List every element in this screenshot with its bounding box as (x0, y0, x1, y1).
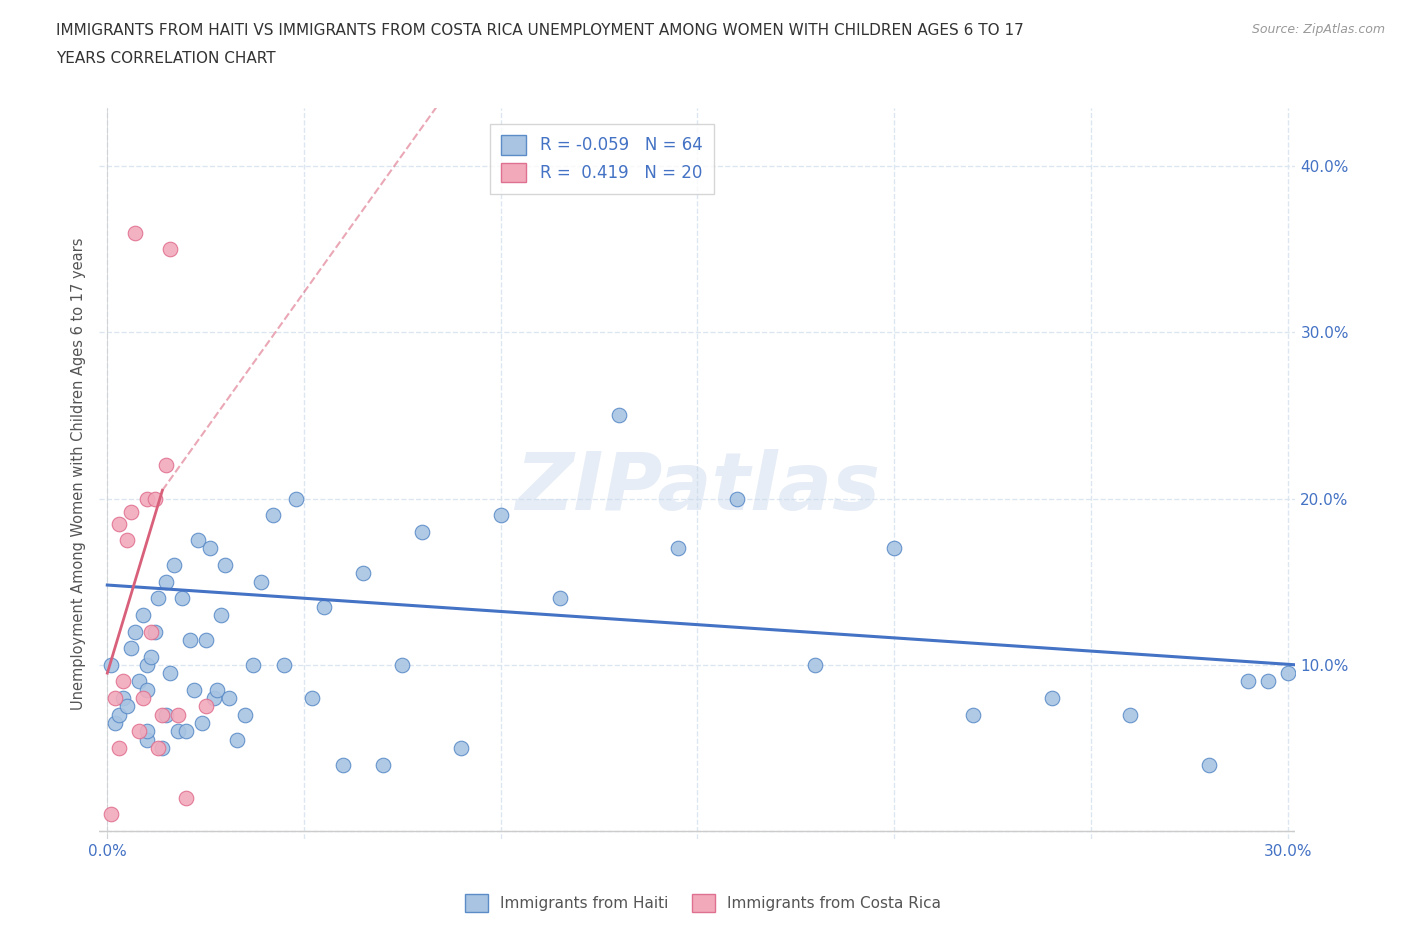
Point (167, 724, 190, 738)
Point (233, 707, 256, 722)
Point (100, 807, 122, 822)
Point (226, 732, 249, 747)
Point (135, 491, 157, 506)
Point (207, 683, 229, 698)
Point (352, 566, 374, 581)
Point (132, 607, 155, 622)
Point (371, 757, 394, 772)
Point (607, 408, 630, 423)
Point (1237, 674, 1260, 689)
Point (132, 691, 155, 706)
Point (1040, 691, 1063, 706)
Point (155, 707, 177, 722)
Point (155, 458, 177, 472)
Point (883, 541, 905, 556)
Point (148, 740, 170, 755)
Point (159, 666, 181, 681)
Point (187, 533, 209, 548)
Point (725, 491, 748, 506)
Point (194, 632, 217, 647)
Point (183, 683, 205, 698)
Y-axis label: Unemployment Among Women with Children Ages 6 to 17 years: Unemployment Among Women with Children A… (72, 237, 86, 710)
Point (1198, 757, 1220, 772)
Point (804, 658, 827, 672)
Point (108, 707, 131, 722)
Point (190, 715, 212, 730)
Text: YEARS CORRELATION CHART: YEARS CORRELATION CHART (56, 51, 276, 66)
Point (548, 591, 571, 605)
Point (159, 242, 181, 257)
Point (174, 790, 197, 805)
Point (179, 632, 201, 647)
Point (218, 691, 240, 706)
Point (167, 707, 190, 722)
Point (174, 724, 197, 738)
Point (139, 649, 162, 664)
Point (108, 740, 131, 755)
Point (209, 607, 232, 622)
Point (135, 724, 157, 738)
Point (148, 591, 170, 605)
Point (962, 707, 984, 722)
Point (120, 504, 142, 519)
Point (262, 508, 284, 523)
Point (1277, 666, 1299, 681)
Point (450, 740, 472, 755)
Point (115, 699, 138, 714)
Legend: Immigrants from Haiti, Immigrants from Costa Rica: Immigrants from Haiti, Immigrants from C… (460, 888, 946, 918)
Point (489, 508, 512, 523)
Point (285, 491, 308, 506)
Point (214, 558, 236, 573)
Point (391, 658, 413, 672)
Point (120, 641, 142, 656)
Point (194, 699, 217, 714)
Text: ZIPatlas: ZIPatlas (515, 449, 880, 527)
Point (115, 533, 138, 548)
Legend: R = -0.059   N = 64, R =  0.419   N = 20: R = -0.059 N = 64, R = 0.419 N = 20 (489, 124, 714, 193)
Point (128, 674, 150, 689)
Point (104, 715, 127, 730)
Point (139, 624, 162, 639)
Point (332, 757, 354, 772)
Point (150, 740, 173, 755)
Point (135, 658, 157, 672)
Point (273, 658, 295, 672)
Point (124, 624, 146, 639)
Point (170, 591, 193, 605)
Point (135, 732, 157, 747)
Point (1257, 674, 1279, 689)
Point (143, 624, 166, 639)
Point (128, 724, 150, 738)
Point (411, 525, 433, 539)
Point (150, 707, 173, 722)
Point (1119, 707, 1142, 722)
Point (312, 599, 335, 614)
Point (163, 558, 186, 573)
Text: IMMIGRANTS FROM HAITI VS IMMIGRANTS FROM COSTA RICA UNEMPLOYMENT AMONG WOMEN WIT: IMMIGRANTS FROM HAITI VS IMMIGRANTS FROM… (56, 23, 1024, 38)
Point (301, 691, 323, 706)
Point (198, 541, 221, 556)
Point (242, 658, 264, 672)
Text: Source: ZipAtlas.com: Source: ZipAtlas.com (1251, 23, 1385, 36)
Point (143, 491, 166, 506)
Point (104, 691, 127, 706)
Point (124, 225, 146, 240)
Point (112, 691, 135, 706)
Point (135, 683, 157, 698)
Point (202, 691, 225, 706)
Point (100, 658, 122, 672)
Point (155, 574, 177, 589)
Point (666, 541, 689, 556)
Point (112, 674, 135, 689)
Point (108, 516, 131, 531)
Point (249, 574, 271, 589)
